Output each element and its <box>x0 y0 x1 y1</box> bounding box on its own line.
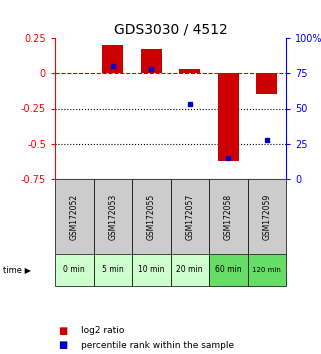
Text: GSM172053: GSM172053 <box>108 193 117 240</box>
Bar <box>132 254 170 286</box>
Text: GSM172057: GSM172057 <box>185 193 194 240</box>
Text: 0 min: 0 min <box>63 266 85 274</box>
Bar <box>132 179 170 254</box>
Text: 5 min: 5 min <box>102 266 124 274</box>
Text: percentile rank within the sample: percentile rank within the sample <box>81 341 234 350</box>
Bar <box>141 49 162 73</box>
Text: GSM172055: GSM172055 <box>147 193 156 240</box>
Bar <box>247 254 286 286</box>
Text: 20 min: 20 min <box>177 266 203 274</box>
Text: log2 ratio: log2 ratio <box>81 326 124 336</box>
Bar <box>93 254 132 286</box>
Bar <box>247 179 286 254</box>
Bar <box>218 73 239 161</box>
Text: ■: ■ <box>58 340 67 350</box>
Bar <box>256 73 277 95</box>
Text: GSM172059: GSM172059 <box>262 193 271 240</box>
Text: GSM172052: GSM172052 <box>70 193 79 240</box>
Text: 60 min: 60 min <box>215 266 242 274</box>
Bar <box>170 179 209 254</box>
Bar <box>209 254 247 286</box>
Bar <box>179 69 200 73</box>
Text: GSM172058: GSM172058 <box>224 193 233 240</box>
Bar <box>55 179 93 254</box>
Text: 120 min: 120 min <box>252 267 281 273</box>
Text: ■: ■ <box>58 326 67 336</box>
Bar <box>55 254 93 286</box>
Text: time ▶: time ▶ <box>3 266 31 274</box>
Title: GDS3030 / 4512: GDS3030 / 4512 <box>114 23 227 37</box>
Bar <box>170 254 209 286</box>
Bar <box>93 179 132 254</box>
Bar <box>102 45 123 73</box>
Bar <box>209 179 247 254</box>
Text: 10 min: 10 min <box>138 266 164 274</box>
